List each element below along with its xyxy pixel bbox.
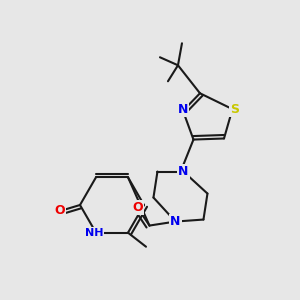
Text: N: N [178,103,188,116]
Text: S: S [230,103,239,116]
Text: NH: NH [85,228,103,238]
Text: N: N [170,215,181,228]
Text: N: N [178,165,189,178]
Text: O: O [55,205,65,218]
Text: O: O [132,201,143,214]
